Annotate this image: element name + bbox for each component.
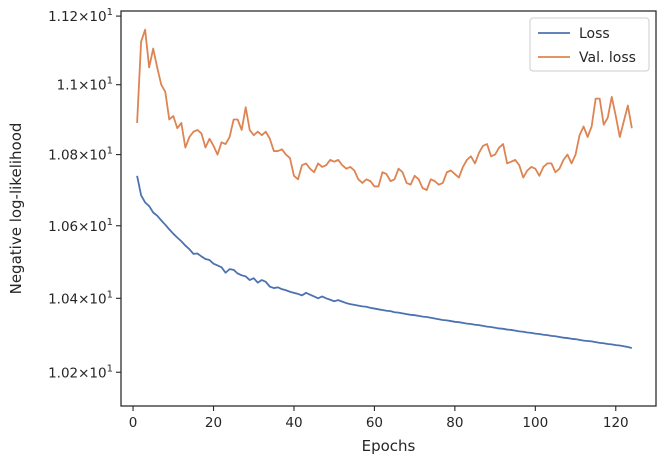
y-tick-label: 1.02×101 <box>48 363 113 381</box>
legend-label-loss: Loss <box>579 26 610 42</box>
y-tick-label: 1.04×101 <box>48 289 113 307</box>
x-tick-label: 0 <box>129 415 138 431</box>
y-tick-label: 1.1×101 <box>57 76 113 94</box>
x-tick-label: 40 <box>285 415 302 431</box>
series-line-loss <box>136 175 633 349</box>
y-axis-title: Negative log-likelihood <box>7 123 25 295</box>
y-tick-label: 1.06×101 <box>48 217 113 235</box>
y-tick-label: 1.12×101 <box>48 7 113 25</box>
x-tick-label: 100 <box>522 415 548 431</box>
series-line-val-loss <box>136 28 633 191</box>
legend-label-val-loss: Val. loss <box>579 50 636 66</box>
x-tick-label: 120 <box>603 415 629 431</box>
x-axis-title: Epochs <box>362 437 416 455</box>
x-tick-label: 60 <box>366 415 383 431</box>
legend: Loss Val. loss <box>529 17 650 72</box>
y-tick-label: 1.08×101 <box>48 146 113 164</box>
x-axis: 0 20 40 60 80 100 120 <box>129 406 629 431</box>
x-tick-label: 80 <box>446 415 463 431</box>
series-layer <box>136 28 633 349</box>
plot-area <box>120 10 657 407</box>
y-axis: 1.02×101 1.04×101 1.06×101 1.08×101 1.1×101 1… <box>48 7 121 381</box>
x-tick-label: 20 <box>205 415 222 431</box>
